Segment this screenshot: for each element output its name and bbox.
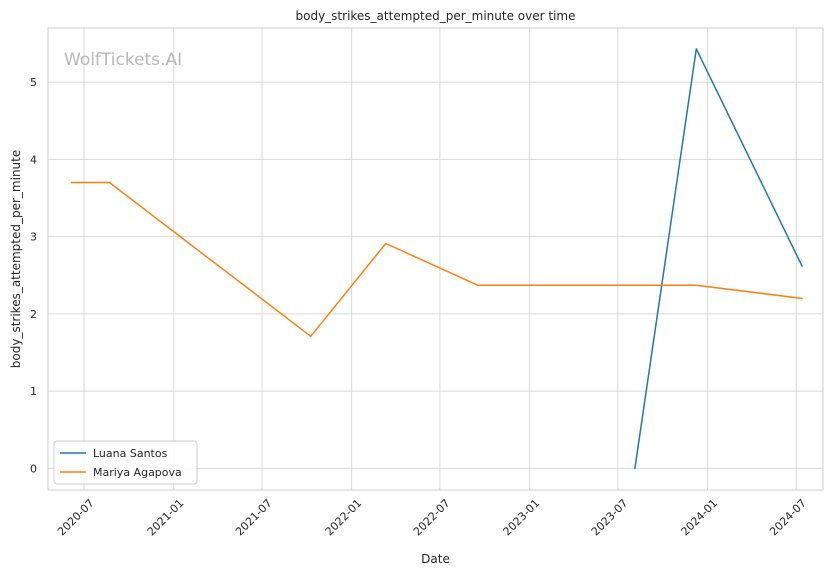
y-tick-label: 1 — [30, 385, 37, 398]
series-lines — [71, 48, 804, 470]
y-tick-label: 5 — [30, 76, 37, 89]
grid — [48, 28, 823, 490]
legend: Luana Santos Mariya Agapova — [53, 440, 198, 485]
legend-label: Mariya Agapova — [93, 466, 182, 479]
legend-entry: Mariya Agapova — [60, 466, 182, 479]
watermark: WolfTickets.AI — [64, 50, 182, 70]
y-tick-label: 2 — [30, 308, 37, 321]
y-axis-label: body_strikes_attempted_per_minute — [9, 150, 23, 368]
legend-label: Luana Santos — [93, 447, 168, 460]
series-line — [71, 181, 803, 338]
y-tick-label: 4 — [30, 153, 37, 166]
y-tick-label: 0 — [30, 462, 37, 475]
legend-entry: Luana Santos — [60, 447, 168, 460]
legend-box — [53, 440, 198, 485]
series-line — [634, 48, 804, 470]
chart-title: body_strikes_attempted_per_minute over t… — [296, 9, 576, 23]
y-tick-label: 3 — [30, 231, 37, 244]
x-axis-label: Date — [421, 552, 450, 566]
plot-area-frame — [47, 27, 824, 491]
